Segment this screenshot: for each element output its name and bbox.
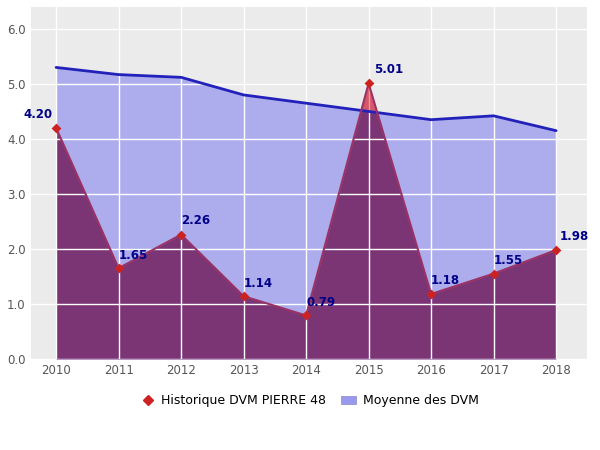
Point bbox=[426, 290, 436, 297]
Point bbox=[551, 247, 561, 254]
Text: 5.01: 5.01 bbox=[374, 63, 403, 76]
Point bbox=[364, 80, 373, 87]
Text: 1.18: 1.18 bbox=[431, 274, 460, 288]
Text: 2.26: 2.26 bbox=[181, 215, 210, 227]
Text: 4.20: 4.20 bbox=[24, 108, 53, 121]
Text: 1.14: 1.14 bbox=[244, 277, 273, 290]
Point bbox=[301, 312, 311, 319]
Legend: Historique DVM PIERRE 48, Moyenne des DVM: Historique DVM PIERRE 48, Moyenne des DV… bbox=[135, 390, 484, 413]
Point bbox=[176, 231, 186, 238]
Point bbox=[489, 270, 499, 277]
Text: 1.65: 1.65 bbox=[119, 248, 148, 261]
Point bbox=[239, 292, 248, 300]
Point bbox=[114, 265, 124, 272]
Text: 1.98: 1.98 bbox=[559, 230, 589, 243]
Point bbox=[52, 124, 61, 131]
Text: 1.55: 1.55 bbox=[494, 254, 523, 267]
Text: 0.79: 0.79 bbox=[306, 296, 335, 309]
